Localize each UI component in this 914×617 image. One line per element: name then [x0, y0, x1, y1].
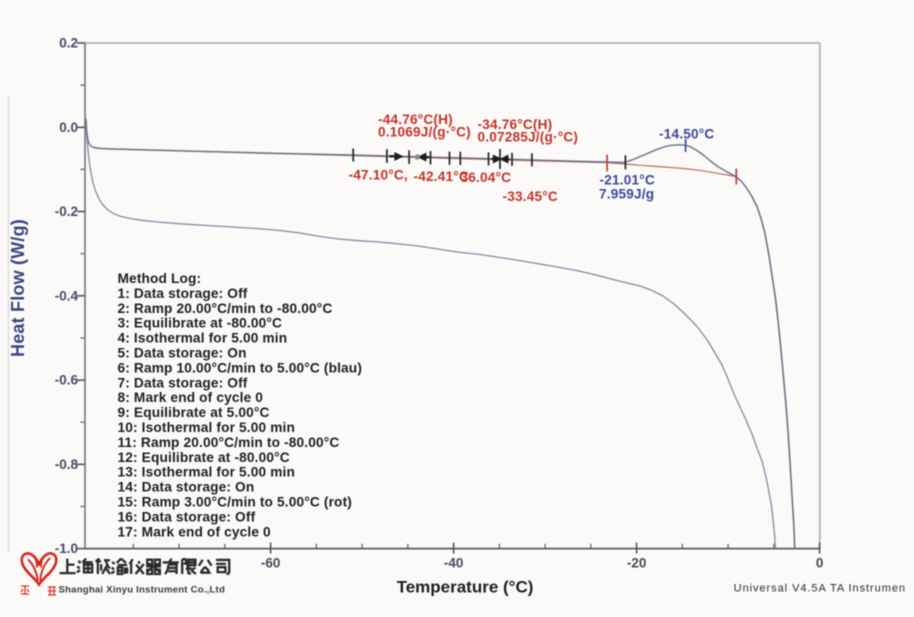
svg-text:-42.41°C: -42.41°C: [414, 169, 469, 184]
svg-text:4: Isothermal for 5.00 min: 4: Isothermal for 5.00 min: [118, 331, 288, 346]
svg-text:-20: -20: [627, 556, 647, 571]
svg-text:7: Data storage: Off: 7: Data storage: Off: [118, 375, 248, 390]
svg-text:3: Equilibrate at -80.00°C: 3: Equilibrate at -80.00°C: [118, 316, 283, 331]
svg-text:-0.2: -0.2: [55, 204, 78, 219]
svg-text:Method Log:: Method Log:: [118, 271, 202, 286]
svg-text:-14.50°C: -14.50°C: [659, 127, 714, 142]
svg-text:-34.76°C(H): -34.76°C(H): [478, 117, 553, 132]
svg-text:-40: -40: [444, 556, 464, 571]
svg-text:Heat Flow (W/g): Heat Flow (W/g): [8, 219, 28, 357]
svg-text:-1.0: -1.0: [55, 541, 78, 556]
svg-text:-47.10°C,: -47.10°C,: [349, 168, 408, 183]
svg-text:2: Ramp 20.00°C/min to -80.00°: 2: Ramp 20.00°C/min to -80.00°C: [118, 301, 333, 316]
svg-text:Temperature (°C): Temperature (°C): [397, 578, 534, 597]
svg-text:13: Isothermal for 5.00 min: 13: Isothermal for 5.00 min: [118, 465, 295, 480]
svg-text:Shanghai Xinyu Instrument Co.,: Shanghai Xinyu Instrument Co.,Ltd: [59, 585, 226, 596]
svg-text:12: Equilibrate at -80.00°C: 12: Equilibrate at -80.00°C: [118, 450, 290, 465]
svg-text:15: Ramp 3.00°C/min to 5.00°C: 15: Ramp 3.00°C/min to 5.00°C (rot): [118, 495, 353, 510]
svg-text:7.959J/g: 7.959J/g: [599, 187, 654, 202]
svg-text:11: Ramp 20.00°C/min to -80.00: 11: Ramp 20.00°C/min to -80.00°C: [118, 435, 340, 450]
svg-text:-60: -60: [261, 556, 281, 571]
svg-text:-0.4: -0.4: [55, 288, 79, 303]
svg-text:-0.8: -0.8: [55, 457, 79, 472]
svg-text:8: Mark end of cycle 0: 8: Mark end of cycle 0: [118, 390, 264, 405]
svg-text:-44.76°C(H): -44.76°C(H): [378, 112, 453, 127]
svg-text:-0.6: -0.6: [55, 373, 79, 388]
svg-text:5: Data storage: On: 5: Data storage: On: [118, 346, 247, 361]
svg-text:16: Data storage: Off: 16: Data storage: Off: [118, 509, 256, 524]
svg-text:1: Data storage: Off: 1: Data storage: Off: [118, 286, 248, 301]
svg-text:-33.45°C: -33.45°C: [503, 189, 558, 204]
svg-text:6: Ramp 10.00°C/min to 5.00°C: 6: Ramp 10.00°C/min to 5.00°C (blau): [118, 360, 363, 375]
svg-text:0: 0: [816, 556, 824, 571]
svg-text:36.04°C: 36.04°C: [461, 170, 512, 185]
svg-text:0.2: 0.2: [59, 36, 78, 51]
svg-text:10: Isothermal for 5.00 min: 10: Isothermal for 5.00 min: [118, 420, 295, 435]
svg-text:0.1069J/(g·°C): 0.1069J/(g·°C): [378, 125, 471, 140]
svg-text:14: Data storage: On: 14: Data storage: On: [118, 480, 255, 495]
svg-text:0.07285J/(g·°C): 0.07285J/(g·°C): [478, 130, 579, 145]
svg-text:Universal V4.5A TA Instrumen: Universal V4.5A TA Instrumen: [734, 583, 906, 595]
svg-text:9: Equilibrate at 5.00°C: 9: Equilibrate at 5.00°C: [118, 405, 270, 420]
svg-text:0.0: 0.0: [59, 120, 78, 135]
svg-text:17: Mark end of cycle 0: 17: Mark end of cycle 0: [118, 524, 272, 539]
svg-text:-21.01°C: -21.01°C: [600, 173, 655, 188]
